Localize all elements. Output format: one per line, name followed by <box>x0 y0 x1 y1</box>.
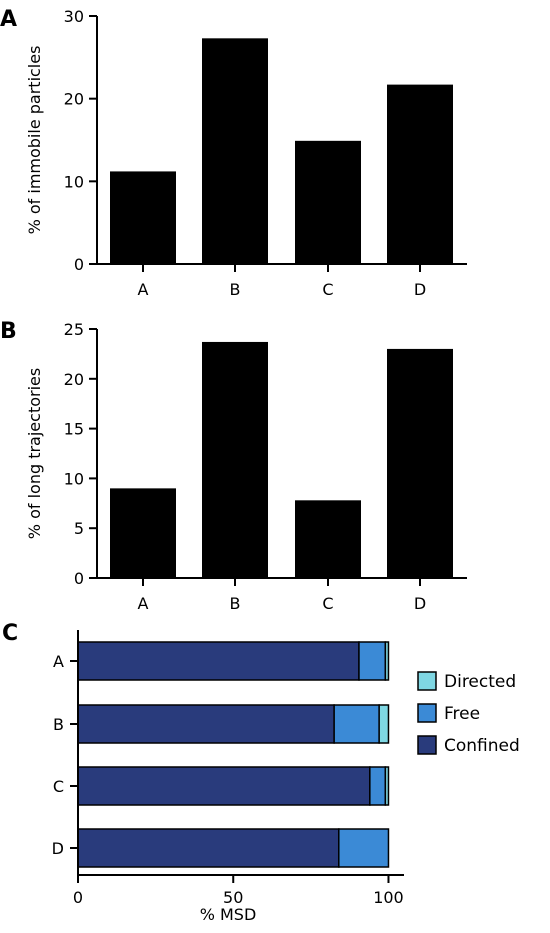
panel-c-bar-a-directed <box>384 641 390 681</box>
panel-a-bar-c <box>295 140 361 264</box>
panel-b-category-label-a: A <box>138 594 149 613</box>
panel-b-category-label-d: D <box>414 594 426 613</box>
panel-a-category-label-b: B <box>230 280 241 299</box>
panel-a-category-label-d: D <box>414 280 426 299</box>
panel-b-y-tick-label: 5 <box>74 519 84 538</box>
panel-a-y-tick-label: 10 <box>64 172 84 191</box>
panel-c-category-label-d: D <box>52 839 64 858</box>
panel-c-category-label-a: A <box>53 652 64 671</box>
panel-c-x-tick-label: 0 <box>73 888 83 907</box>
legend-swatch-directed <box>417 671 437 691</box>
legend-label-free: Free <box>444 704 480 724</box>
panel-b-letter: B <box>0 319 17 344</box>
panel-c-x-tick-label: 50 <box>223 888 243 907</box>
panel-a-y-tick-label: 20 <box>64 90 84 109</box>
panel-b-bar-c <box>295 500 361 578</box>
legend-swatch-confined <box>417 735 437 755</box>
legend-label-directed: Directed <box>444 672 516 692</box>
panel-c-category-label-b: B <box>53 715 64 734</box>
panel-b-y-tick-label: 15 <box>64 420 84 439</box>
panel-b-bar-a <box>110 488 176 578</box>
panel-a-letter: A <box>0 7 17 32</box>
panel-b-y-tick-label: 0 <box>74 569 84 588</box>
panel-b-category-label-b: B <box>230 594 241 613</box>
panel-b-category-label-c: C <box>322 594 333 613</box>
panel-c-bar-a-confined <box>77 641 360 681</box>
panel-b-y-tick-label: 10 <box>64 469 84 488</box>
panel-a-y-tick-label: 0 <box>74 255 84 274</box>
panel-b-y-tick-label: 25 <box>64 320 84 339</box>
panel-a-bar-b <box>202 38 268 264</box>
panel-c-x-tick-label: 100 <box>373 888 404 907</box>
panel-a-bar-d <box>387 84 453 264</box>
panel-c-bar-b-directed <box>378 704 390 744</box>
panel-c-bar-c-confined <box>77 766 371 806</box>
panel-c-bar-b-free <box>333 704 380 744</box>
panel-a-y-axis-title: % of immobile particles <box>25 46 44 235</box>
panel-c-bar-d-free <box>338 828 390 868</box>
panel-c-category-label-c: C <box>53 777 64 796</box>
panel-b-y-axis-title: % of long trajectories <box>25 368 44 539</box>
panel-a-category-label-c: C <box>322 280 333 299</box>
panel-a-y-tick-label: 30 <box>64 7 84 26</box>
panel-c-bar-d-confined <box>77 828 340 868</box>
panel-c-bar-c-directed <box>384 766 390 806</box>
panel-c-x-axis-title: % MSD <box>200 905 257 924</box>
panel-c-letter: C <box>2 621 18 646</box>
panel-b-bar-d <box>387 348 453 578</box>
legend-swatch-free <box>417 703 437 723</box>
panel-c-bar-a-free <box>358 641 387 681</box>
panel-b-y-tick-label: 20 <box>64 370 84 389</box>
panel-b-bar-b <box>202 341 268 578</box>
legend-label-confined: Confined <box>444 736 520 756</box>
panel-c-bar-b-confined <box>77 704 335 744</box>
panel-a-category-label-a: A <box>138 280 149 299</box>
panel-c-bar-c-free <box>369 766 387 806</box>
panel-a-bar-a <box>110 171 176 264</box>
